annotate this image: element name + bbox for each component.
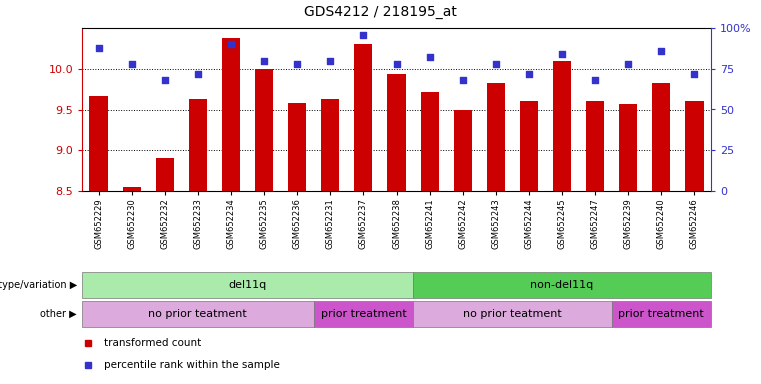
- Point: [291, 61, 304, 67]
- Bar: [612, 301, 711, 327]
- Bar: [487, 83, 505, 191]
- Point: [457, 77, 469, 83]
- Bar: [652, 83, 670, 191]
- Bar: [255, 69, 273, 191]
- Bar: [619, 104, 638, 191]
- Bar: [314, 301, 413, 327]
- Bar: [82, 301, 314, 327]
- Point: [490, 61, 502, 67]
- Bar: [686, 101, 704, 191]
- Point: [225, 41, 237, 47]
- Point: [655, 48, 667, 54]
- Bar: [90, 96, 107, 191]
- Point: [126, 61, 138, 67]
- Bar: [156, 158, 174, 191]
- Text: genotype/variation ▶: genotype/variation ▶: [0, 280, 77, 290]
- Text: GDS4212 / 218195_at: GDS4212 / 218195_at: [304, 5, 457, 19]
- Text: no prior teatment: no prior teatment: [463, 309, 562, 319]
- Bar: [189, 99, 207, 191]
- Bar: [355, 44, 372, 191]
- Point: [159, 77, 171, 83]
- Bar: [82, 272, 413, 298]
- Point: [589, 77, 601, 83]
- Point: [689, 71, 701, 77]
- Bar: [413, 301, 612, 327]
- Point: [324, 58, 336, 64]
- Bar: [123, 187, 141, 191]
- Bar: [387, 74, 406, 191]
- Bar: [321, 99, 339, 191]
- Point: [192, 71, 204, 77]
- Bar: [553, 61, 571, 191]
- Text: del11q: del11q: [228, 280, 266, 290]
- Text: prior treatment: prior treatment: [320, 309, 406, 319]
- Point: [556, 51, 568, 57]
- Point: [523, 71, 535, 77]
- Bar: [454, 109, 472, 191]
- Point: [93, 45, 105, 51]
- Text: non-del11q: non-del11q: [530, 280, 594, 290]
- Text: no prior teatment: no prior teatment: [148, 309, 247, 319]
- Bar: [288, 103, 306, 191]
- Bar: [413, 272, 711, 298]
- Point: [390, 61, 403, 67]
- Text: percentile rank within the sample: percentile rank within the sample: [104, 360, 280, 370]
- Text: prior treatment: prior treatment: [619, 309, 704, 319]
- Point: [622, 61, 635, 67]
- Point: [424, 54, 436, 60]
- Text: other ▶: other ▶: [40, 309, 77, 319]
- Bar: [586, 101, 604, 191]
- Bar: [520, 101, 538, 191]
- Point: [358, 31, 370, 38]
- Bar: [222, 38, 240, 191]
- Text: transformed count: transformed count: [104, 338, 201, 348]
- Bar: [421, 91, 438, 191]
- Point: [258, 58, 270, 64]
